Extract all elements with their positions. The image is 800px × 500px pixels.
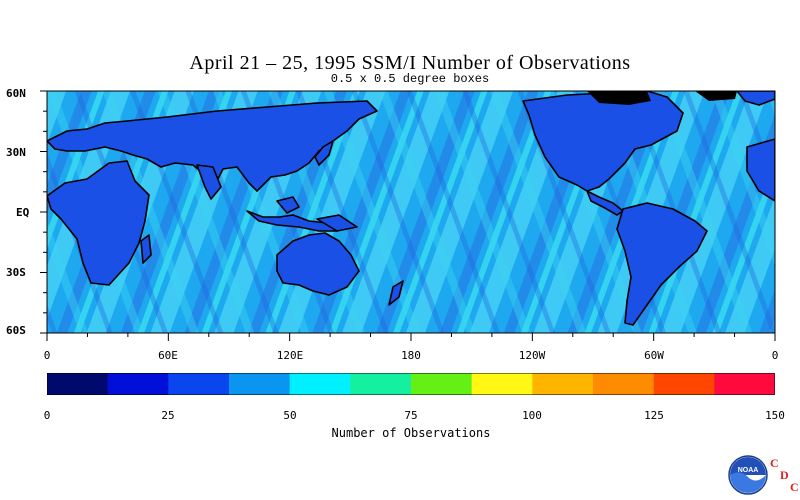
lat-label-60s: 60S <box>6 324 26 337</box>
colorbar-tick-0: 0 <box>43 409 51 422</box>
lon-label-0-end: 0 <box>771 349 779 362</box>
colorbar-segment <box>411 373 473 395</box>
map-title: April 21 – 25, 1995 SSM/I Number of Obse… <box>189 52 631 74</box>
colorbar-tick-50: 50 <box>283 409 297 422</box>
colorbar-segment <box>532 373 594 395</box>
colorbar-segment <box>229 373 291 395</box>
colorbar-tick-75: 75 <box>404 409 418 422</box>
lon-label-120e: 120E <box>276 349 304 362</box>
lat-label-eq: EQ <box>16 206 30 219</box>
cdc-letter-d: D <box>780 468 789 482</box>
colorbar <box>47 373 775 395</box>
lon-label-60w: 60W <box>644 349 664 362</box>
colorbar-tick-150: 150 <box>765 409 785 422</box>
colorbar-segment <box>289 373 351 395</box>
map-subtitle: 0.5 x 0.5 degree boxes <box>330 72 490 86</box>
noaa-logo-text: NOAA <box>738 467 759 474</box>
observation-map <box>47 91 775 333</box>
lon-label-60e: 60E <box>158 349 178 362</box>
colorbar-segment <box>593 373 655 395</box>
colorbar-segment <box>168 373 230 395</box>
cdc-letter-c1: C <box>770 456 779 470</box>
lon-label-120w: 120W <box>518 349 546 362</box>
colorbar-segment <box>47 373 109 395</box>
colorbar-segment <box>107 373 169 395</box>
colorbar-segment <box>653 373 715 395</box>
colorbar-tick-100: 100 <box>522 409 542 422</box>
cdc-letter-c2: C <box>790 480 799 494</box>
lat-label-60n: 60N <box>6 87 26 100</box>
lon-label-180: 180 <box>401 349 421 362</box>
colorbar-label: Number of Observations <box>331 426 491 440</box>
colorbar-tick-125: 125 <box>644 409 664 422</box>
colorbar-tick-25: 25 <box>161 409 175 422</box>
lat-label-30n: 30N <box>6 146 26 159</box>
noaa-logo: NOAA <box>728 455 768 495</box>
colorbar-segment <box>714 373 775 395</box>
colorbar-segment <box>350 373 412 395</box>
lat-label-30s: 30S <box>6 266 26 279</box>
colorbar-segment <box>471 373 533 395</box>
lon-label-0: 0 <box>43 349 51 362</box>
